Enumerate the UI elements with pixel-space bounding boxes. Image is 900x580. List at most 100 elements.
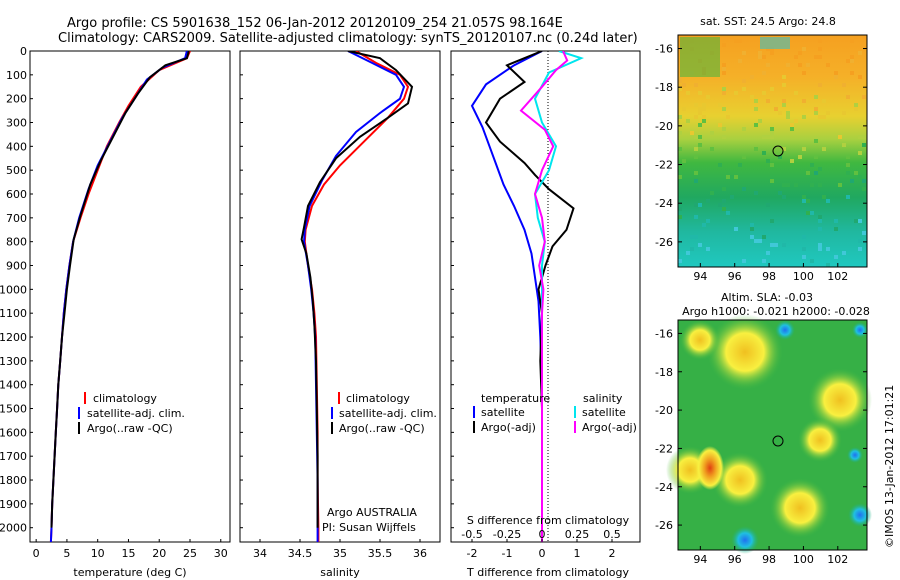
sst-pixel [818, 47, 822, 51]
sst-pixel [846, 171, 850, 175]
sla-lat-axis: -16 -18 -20 -22 -24 -26 [655, 327, 867, 532]
sst-pixel [686, 91, 690, 95]
sst-pixel [694, 171, 698, 175]
sst-pixel [802, 99, 806, 103]
legend-label-satellite: satellite-adj. clim. [87, 407, 185, 420]
sst-pixel [822, 99, 826, 103]
argo-pi-note: PI: Susan Wijffels [322, 521, 416, 534]
sst-pixel [754, 191, 758, 195]
sst-pixel [706, 219, 710, 223]
sst-pixel [762, 259, 766, 263]
x-tick-label: 0 [33, 547, 40, 560]
depth-tick-label: 1900 [0, 498, 27, 511]
sst-pixel [742, 87, 746, 91]
sst-pixel [794, 91, 798, 95]
sst-pixel [782, 183, 786, 187]
salinity-panel: 34 34.5 35 35.5 36 salinity climatology sate… [239, 50, 441, 579]
sst-pixel [770, 179, 774, 183]
difference-series-s-argo-adj- [519, 51, 569, 542]
sst-pixel [694, 215, 698, 219]
sst-pixel [702, 223, 706, 227]
depth-tick-label: 1400 [0, 379, 27, 392]
depth-tick-label: 1000 [0, 283, 27, 296]
s-tick-label: -0.5 [461, 528, 482, 541]
sst-pixel [698, 123, 702, 127]
sst-pixel [818, 227, 822, 231]
sst-map-frame [677, 34, 868, 268]
sst-pixel [794, 119, 798, 123]
sst-pixel [846, 95, 850, 99]
sst-pixel [682, 83, 686, 87]
sst-pixel [678, 147, 682, 151]
sst-pixel [694, 135, 698, 139]
temperature-series [49, 51, 191, 542]
x-tick-label: 34 [253, 547, 267, 560]
figure-title-line1: Argo profile: CS 5901638_152 06-Jan-2012… [67, 16, 563, 31]
depth-tick-label: 1500 [0, 403, 27, 416]
sst-pixel [810, 163, 814, 167]
sst-pixel [858, 219, 862, 223]
sst-pixel [786, 63, 790, 67]
sst-pixel [706, 199, 710, 203]
sst-pixel [818, 219, 822, 223]
t-difference-axis: -2 -1 0 1 2 [467, 539, 616, 560]
sst-pixel [774, 107, 778, 111]
sst-pixel [810, 211, 814, 215]
lon-tick-label: 94 [693, 270, 707, 283]
sst-pixel [806, 171, 810, 175]
sst-pixel [858, 75, 862, 79]
argo-float-position-marker [772, 435, 784, 447]
sst-pixel [802, 199, 806, 203]
s-tick-label: -0.25 [493, 528, 521, 541]
sst-lon-axis: 94 96 98 100 102 [693, 263, 848, 283]
sst-pixel [678, 259, 682, 263]
sst-pixel [758, 55, 762, 59]
sst-pixel [710, 131, 714, 135]
sst-pixel [834, 75, 838, 79]
sst-pixel [862, 187, 866, 191]
sst-pixel [826, 247, 830, 251]
sst-pixel [742, 51, 746, 55]
lon-tick-label: 98 [762, 270, 776, 283]
sst-pixel [750, 223, 754, 227]
sst-pixel [810, 259, 814, 263]
sst-pixel [790, 127, 794, 131]
legend-label-t-satellite: satellite [481, 406, 525, 419]
sst-pixel [766, 63, 770, 67]
lon-tick-label: 98 [762, 553, 776, 566]
sst-pixel [802, 255, 806, 259]
sst-pixel [694, 179, 698, 183]
lat-tick-label: -26 [655, 236, 673, 249]
sst-pixel [742, 127, 746, 131]
lat-tick-label: -26 [655, 519, 673, 532]
t-tick-label: -2 [467, 547, 478, 560]
sla-negative-anomaly [848, 503, 872, 527]
sla-positive-anomaly [798, 418, 842, 462]
sst-pixel [818, 215, 822, 219]
sst-pixel [858, 239, 862, 243]
depth-tick-label: 1700 [0, 450, 27, 463]
sst-pixel [678, 131, 682, 135]
x-tick-label: 15 [121, 547, 135, 560]
t-tick-label: 1 [574, 547, 581, 560]
legend-label-argo: Argo(..raw -QC) [339, 422, 425, 435]
lon-tick-label: 96 [728, 270, 742, 283]
sst-pixel [854, 107, 858, 111]
sst-pixel [718, 123, 722, 127]
sst-pixel [750, 95, 754, 99]
difference-series-s-satellite [533, 51, 585, 542]
t-tick-label: 0 [539, 547, 546, 560]
sst-pixel [722, 87, 726, 91]
sst-pixel [818, 247, 822, 251]
sst-pixel [834, 227, 838, 231]
lon-tick-label: 102 [827, 270, 848, 283]
sla-positive-anomaly [808, 368, 872, 432]
lat-tick-label: -20 [655, 120, 673, 133]
sst-pixel [730, 195, 734, 199]
sst-pixel [814, 55, 818, 59]
sst-pixel [786, 115, 790, 119]
temperature-x-axis: 0 5 10 15 20 25 30 [33, 539, 228, 560]
sst-pixel [806, 211, 810, 215]
sst-pixel [778, 111, 782, 115]
